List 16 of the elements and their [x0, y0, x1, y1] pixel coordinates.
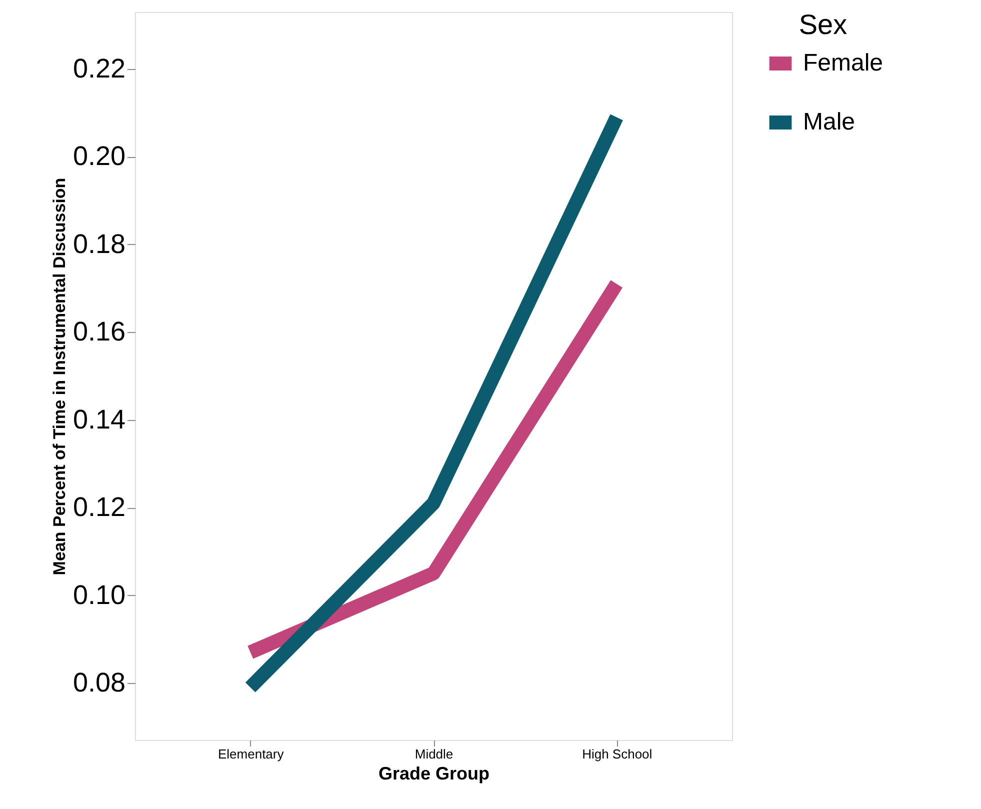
legend-label: Female	[803, 50, 884, 76]
legend-title: Sex	[798, 9, 848, 40]
y-tick-label: 0.12	[72, 492, 126, 522]
x-tick-label: Middle	[414, 746, 454, 762]
x-axis-title: Grade Group	[378, 764, 490, 784]
y-tick-label: 0.18	[72, 228, 126, 259]
y-tick-label: 0.20	[72, 141, 126, 172]
y-tick-label: 0.22	[72, 54, 126, 84]
x-tick-label: Elementary	[218, 746, 284, 762]
y-tick-label: 0.14	[72, 404, 126, 434]
y-tick-label: 0.16	[72, 316, 126, 347]
y-tick-label: 0.08	[72, 667, 126, 698]
y-tick-label: 0.10	[72, 580, 126, 610]
legend-label: Male	[803, 108, 856, 136]
y-axis-title: Mean Percent of Time in Instrumental Discussion	[50, 178, 69, 576]
x-tick-label: High School	[582, 746, 652, 762]
